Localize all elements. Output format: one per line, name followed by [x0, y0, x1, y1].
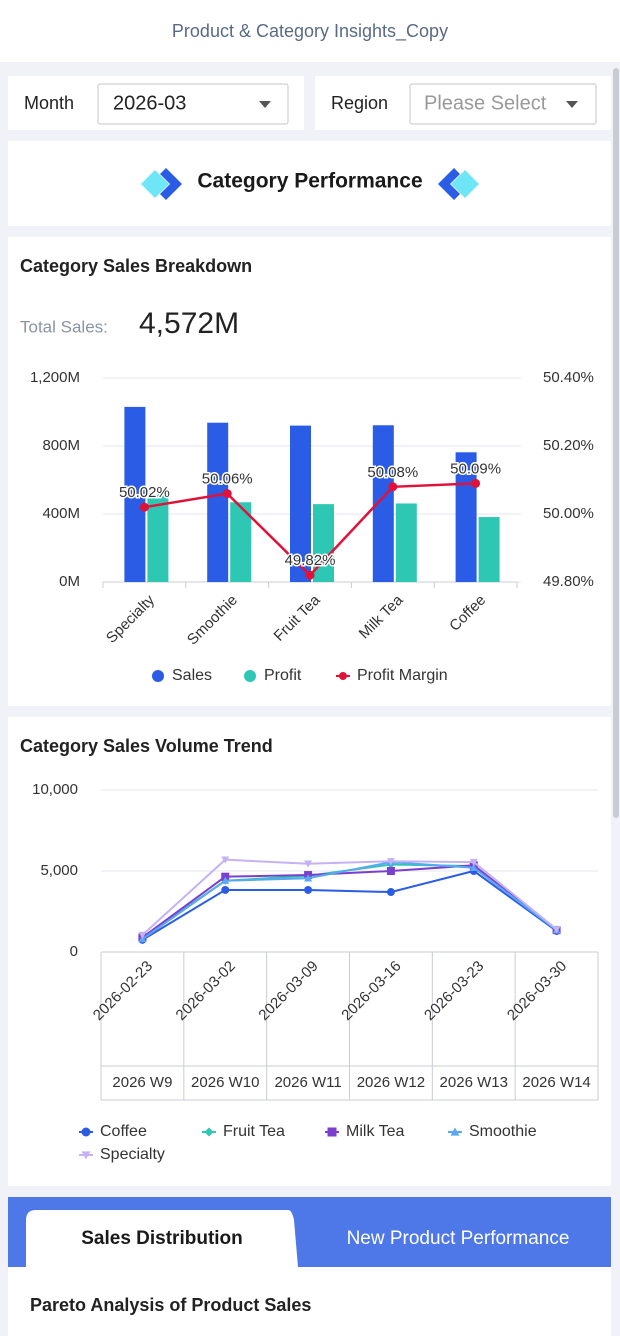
region-select[interactable] [409, 83, 597, 125]
y2-tick-label: 49.80% [543, 573, 594, 590]
line-point [386, 858, 395, 866]
line-point [469, 858, 478, 867]
tab-label[interactable]: New Product Performance [347, 1228, 570, 1249]
line-point [221, 872, 230, 881]
legend-label: Profit [264, 667, 302, 684]
filter-placeholder: Please Select [424, 92, 547, 114]
line-point [471, 478, 481, 488]
scrollbar [613, 68, 619, 818]
line [141, 864, 558, 939]
line-point [304, 860, 313, 868]
y-tick-label: 5,000 [40, 862, 78, 879]
y-tick-label: 0 [70, 943, 78, 960]
legend-marker [450, 1127, 460, 1136]
section-card [8, 141, 611, 226]
legend-label: Milk Tea [346, 1123, 404, 1140]
legend-label: Sales [172, 667, 212, 684]
data-label: 50.02% [119, 484, 170, 501]
line [141, 861, 558, 940]
line-point [222, 489, 232, 499]
line [141, 869, 558, 941]
bar [124, 406, 146, 582]
tab-label[interactable]: Sales Distribution [81, 1228, 243, 1249]
x-group-label: 2026 W12 [357, 1074, 425, 1091]
y2-tick-label: 50.20% [543, 437, 594, 454]
legend-marker [81, 1151, 91, 1160]
line-point [304, 874, 313, 882]
y2-tick-label: 50.40% [543, 369, 594, 386]
legend-marker [244, 670, 256, 682]
y-tick-label: 400M [42, 505, 80, 522]
line-point [221, 876, 230, 884]
data-label: 49.82% [285, 552, 336, 569]
y2-tick-label: 50.00% [543, 505, 594, 522]
bar [372, 425, 394, 582]
bar [478, 517, 500, 582]
page-title: Product & Category Insights_Copy [172, 21, 448, 42]
bar [290, 425, 311, 582]
bar [230, 502, 252, 582]
bar [395, 503, 417, 582]
line-point [386, 867, 395, 875]
bar [147, 494, 169, 582]
line-point [221, 856, 230, 864]
x-group-label: 2026 W13 [440, 1074, 508, 1091]
line-point [552, 926, 561, 934]
chart-title: Category Sales Breakdown [20, 256, 252, 276]
line [141, 858, 558, 936]
line-point [221, 885, 230, 894]
section-title: Category Performance [197, 170, 422, 193]
dropdown-arrow [566, 101, 578, 108]
summary-label: Total Sales: [20, 317, 108, 336]
header-bar [0, 0, 620, 62]
legend-label: Smoothie [469, 1123, 537, 1140]
bar [207, 422, 229, 582]
data-label: 50.06% [202, 471, 253, 488]
legend-marker [339, 672, 347, 680]
legend-marker [152, 670, 164, 682]
y-tick-label: 10,000 [32, 781, 78, 798]
legend-label: Specialty [100, 1146, 165, 1163]
data-label: 50.08% [367, 464, 418, 481]
legend-label: Coffee [100, 1123, 147, 1140]
legend-marker [327, 1127, 337, 1137]
panel-title: Pareto Analysis of Product Sales [30, 1295, 311, 1315]
filter-value: 2026-03 [113, 92, 186, 114]
legend-label: Fruit Tea [223, 1123, 285, 1140]
line-point [139, 502, 149, 512]
legend-marker [81, 1127, 91, 1137]
y-tick-label: 0M [59, 573, 80, 590]
filter-label: Month [24, 93, 74, 113]
x-group-label: 2026 W11 [274, 1074, 341, 1091]
filter-label: Region [331, 93, 388, 113]
chart-title: Category Sales Volume Trend [20, 736, 273, 756]
line-point [138, 931, 147, 939]
x-group-label: 2026 W9 [112, 1074, 172, 1091]
month-select[interactable] [97, 83, 289, 125]
section-ornament [141, 168, 479, 200]
y-tick-label: 1,200M [30, 369, 80, 386]
dropdown-arrow [259, 101, 271, 108]
x-group-label: 2026 W14 [522, 1074, 590, 1091]
line-point [304, 885, 313, 894]
line-point [469, 863, 478, 871]
line-point [305, 570, 315, 580]
bar [313, 504, 334, 582]
legend-marker [204, 1127, 214, 1137]
legend-label: Profit Margin [357, 667, 448, 684]
summary-value: 4,572M [139, 307, 239, 340]
active-tab [26, 1210, 298, 1267]
data-label: 50.09% [450, 460, 501, 477]
panel [8, 1267, 611, 1336]
x-group-label: 2026 W10 [191, 1074, 259, 1091]
y-tick-label: 800M [42, 437, 80, 454]
line-point [386, 888, 395, 897]
line-point [388, 482, 398, 492]
